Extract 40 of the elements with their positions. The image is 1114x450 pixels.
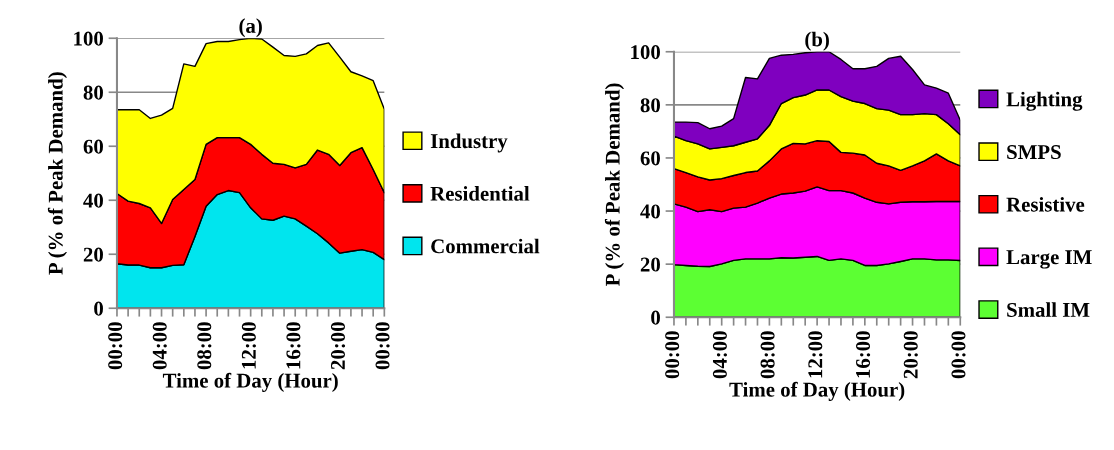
- y-tick-label: 0: [651, 310, 660, 325]
- x-tick-label: 16:00: [855, 331, 871, 378]
- legend-label: Small IM: [1007, 302, 1090, 317]
- x-tick-label: 20:00: [903, 331, 918, 379]
- y-tick-label: 40: [640, 204, 660, 219]
- y-tick-label: 40: [83, 193, 103, 208]
- y-tick-label: 100: [631, 45, 660, 60]
- y-tick-label: 80: [83, 85, 103, 100]
- x-tick-label: 00:00: [375, 322, 390, 370]
- x-tick-label: 16:00: [286, 322, 301, 369]
- x-tick-label: 04:00: [152, 322, 167, 370]
- chart-title: (a): [239, 18, 262, 38]
- legend-label: Industry: [430, 133, 508, 153]
- y-tick-label: 60: [640, 151, 660, 166]
- y-tick-label: 100: [74, 31, 103, 46]
- legend-label: Lighting: [1006, 91, 1083, 111]
- y-tick-label: 20: [640, 257, 660, 272]
- y-tick-label: 0: [94, 301, 103, 316]
- legend-label: Residential: [430, 186, 530, 201]
- y-axis-title: P (% of Peak Demand): [604, 83, 624, 286]
- x-tick-label: 00:00: [108, 322, 123, 370]
- x-tick-label: 12:00: [241, 322, 256, 369]
- x-tick-label: 20:00: [330, 322, 346, 370]
- legend-label: Large IM: [1006, 250, 1092, 269]
- x-tick-label: 08:00: [760, 331, 775, 379]
- y-tick-label: 80: [640, 98, 660, 113]
- x-tick-label: 00:00: [951, 331, 966, 379]
- chart-title: (b): [805, 31, 829, 51]
- legend-label: Resistive: [1006, 196, 1085, 212]
- x-axis-title: Time of Day (Hour): [729, 381, 905, 401]
- x-axis-title: Time of Day (Hour): [162, 372, 338, 392]
- legend-label: Commercial: [431, 238, 540, 254]
- x-tick-label: 08:00: [197, 322, 212, 370]
- x-tick-label: 12:00: [808, 331, 823, 378]
- x-tick-label: 00:00: [665, 331, 680, 379]
- y-tick-label: 60: [83, 139, 103, 154]
- x-tick-label: 04:00: [712, 331, 727, 379]
- y-tick-label: 20: [83, 247, 103, 262]
- legend-label: SMPS: [1007, 145, 1061, 160]
- y-axis-title: P (% of Peak Demand): [47, 72, 67, 275]
